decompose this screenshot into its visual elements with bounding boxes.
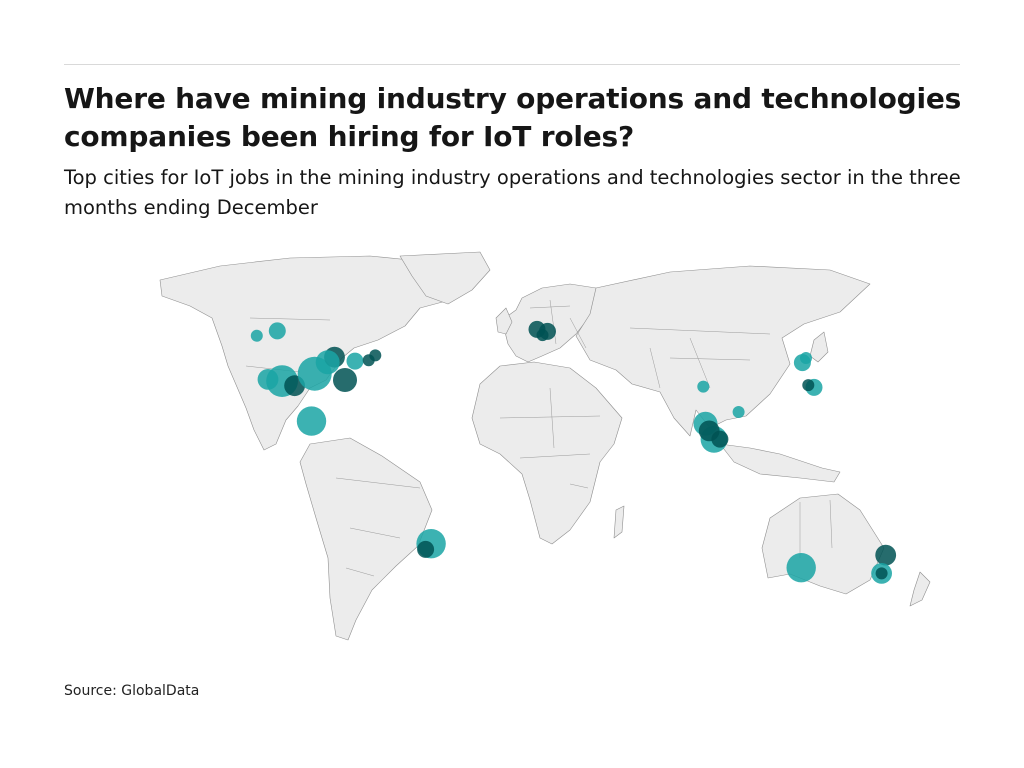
city-bubble — [800, 352, 812, 364]
land-new-zealand — [909, 571, 931, 607]
city-bubble — [417, 540, 435, 558]
city-bubble — [786, 553, 816, 583]
land-uk — [495, 307, 513, 335]
city-bubble — [315, 350, 340, 375]
city-bubble — [268, 322, 286, 340]
land-australia — [761, 493, 885, 595]
city-bubble — [369, 349, 382, 362]
city-bubble — [296, 406, 327, 436]
city-bubble — [711, 430, 729, 448]
source-note: Source: GlobalData — [64, 683, 200, 699]
city-bubble — [333, 368, 357, 392]
chart-subtitle: Top cities for IoT jobs in the mining in… — [64, 166, 961, 219]
world-map — [159, 251, 931, 641]
land-japan — [809, 331, 829, 363]
city-bubble — [875, 544, 897, 566]
city-bubble — [697, 380, 710, 393]
land-madagascar — [613, 505, 625, 539]
land-south-america — [299, 437, 433, 641]
land-asia — [575, 265, 871, 437]
land-greenland — [399, 251, 491, 305]
land-indonesia — [719, 443, 841, 483]
city-bubble — [732, 406, 745, 418]
city-bubble — [250, 329, 263, 342]
city-bubble — [802, 379, 815, 392]
land-layer — [159, 251, 931, 641]
top-rule — [64, 64, 960, 65]
city-bubble — [346, 352, 364, 370]
city-bubble — [875, 567, 888, 580]
city-bubble — [536, 329, 549, 342]
chart-title: Where have mining industry operations an… — [64, 82, 962, 153]
land-africa — [471, 361, 623, 545]
bubbles-layer — [250, 320, 897, 584]
